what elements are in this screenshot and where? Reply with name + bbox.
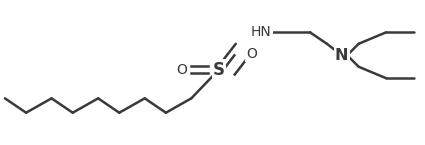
Text: N: N: [335, 48, 348, 63]
Text: S: S: [213, 61, 225, 79]
Text: O: O: [246, 47, 257, 61]
Text: O: O: [176, 63, 187, 77]
Text: HN: HN: [251, 25, 272, 39]
